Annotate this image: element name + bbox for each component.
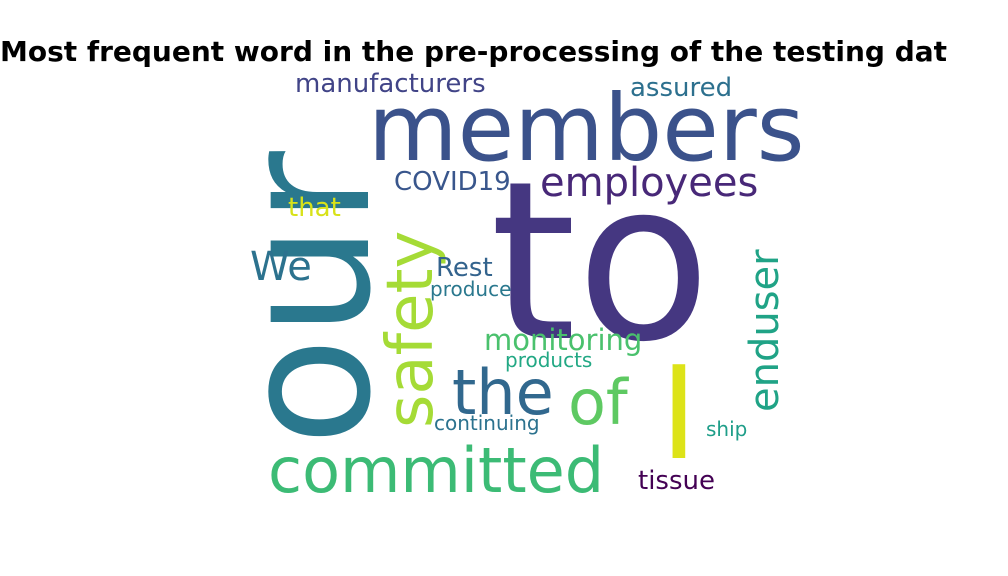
page-title: Most frequent word in the pre-processing… xyxy=(0,35,948,68)
word-safety: safety xyxy=(374,231,448,428)
word-monitoring: monitoring xyxy=(484,323,642,357)
word-that: that xyxy=(288,193,341,223)
word-i: I xyxy=(660,340,698,489)
word-committed: committed xyxy=(268,434,604,507)
word-members: members xyxy=(368,75,805,182)
word-of: of xyxy=(568,366,630,439)
word-continuing: continuing xyxy=(434,411,540,435)
word-tissue: tissue xyxy=(638,466,715,496)
word-manufacturers: manufacturers xyxy=(295,69,486,99)
word-enduser: enduser xyxy=(742,249,788,412)
word-ship: ship xyxy=(706,417,747,441)
word-employees: employees xyxy=(540,160,758,206)
word-to: to xyxy=(490,134,711,390)
word-products: products xyxy=(505,348,592,372)
word-our: our xyxy=(203,150,410,446)
word-rest: Rest xyxy=(436,253,493,283)
word-produce: produce xyxy=(430,277,511,301)
word-covid19: COVID19 xyxy=(394,167,511,197)
word-we: We xyxy=(250,244,312,290)
word-the: the xyxy=(452,356,554,429)
word-assured: assured xyxy=(630,73,732,103)
